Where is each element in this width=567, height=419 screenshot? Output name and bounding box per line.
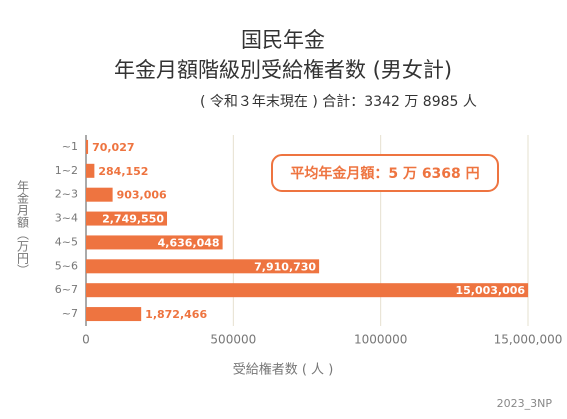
bar (86, 187, 113, 202)
bar (86, 139, 89, 154)
x-tick-label: 0 (82, 333, 90, 347)
x-tick-label: 15,000,000 (494, 333, 563, 347)
bar (86, 163, 95, 178)
x-tick-label: 500000 (210, 333, 256, 347)
value-label: 7,910,730 (254, 260, 316, 273)
chart-note: ( 令和３年末現在 ) 合計：3342 万 8985 人 (200, 94, 477, 110)
x-axis-label: 受給権者数 ( 人 ) (233, 362, 334, 378)
y-tick-label: ~1 (62, 140, 78, 153)
value-label: 70,027 (92, 141, 134, 154)
footer: 2023_3NP (497, 397, 553, 410)
y-tick-label: ~7 (62, 307, 78, 320)
x-tick-label: 1000000 (354, 333, 407, 347)
y-tick-label: 6~7 (55, 283, 78, 296)
bar (86, 259, 320, 274)
bar (86, 307, 142, 322)
value-label: 284,152 (98, 165, 148, 178)
value-label: 4,636,048 (158, 236, 220, 249)
value-label: 2,749,550 (102, 213, 164, 226)
bar (86, 235, 223, 250)
y-tick-label: 2~3 (55, 188, 78, 201)
chart-title: 国民年金 (241, 28, 325, 52)
y-tick-label: 1~2 (55, 164, 78, 177)
y-tick-label: 5~6 (55, 259, 78, 272)
annotation-box (271, 154, 499, 192)
y-tick-label: 3~4 (55, 212, 78, 225)
bar (86, 283, 529, 298)
y-tick-label: 4~5 (55, 235, 78, 248)
value-label: 15,003,006 (455, 284, 525, 297)
value-label: 1,872,466 (145, 308, 207, 321)
bar (86, 211, 168, 226)
y-axis-label: 年金月額（万円） (16, 180, 30, 276)
value-label: 903,006 (117, 189, 167, 202)
annotation: 平均年金月額：5 万 6368 円 (290, 165, 479, 182)
chart-subtitle: 年金月額階級別受給権者数 (男女計) (114, 58, 452, 82)
